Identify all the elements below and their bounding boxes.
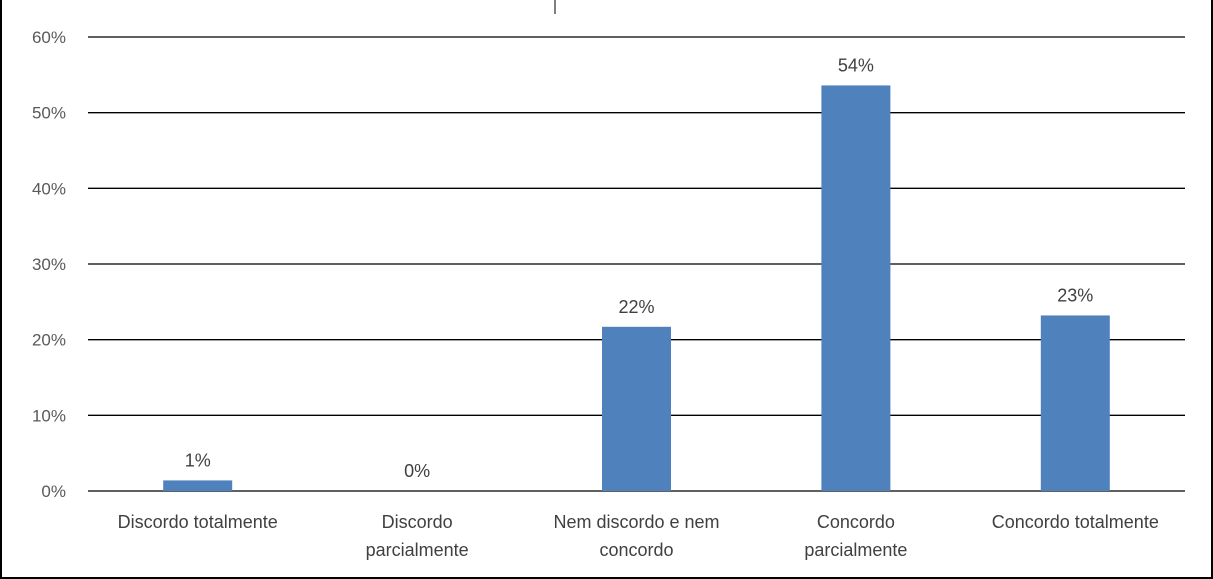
x-axis-categories: Discordo totalmente Discordo parcialmente N… (118, 512, 1159, 560)
category-label: Concordo (817, 512, 895, 532)
category-label: concordo (599, 540, 673, 560)
y-tick-label: 50% (32, 104, 66, 123)
y-tick-label: 10% (32, 406, 66, 425)
y-tick-label: 20% (32, 331, 66, 350)
bars (163, 85, 1110, 491)
data-labels: 1% 0% 22% 54% 23% (185, 55, 1094, 481)
y-tick-label: 30% (32, 255, 66, 274)
category-label: parcialmente (366, 540, 469, 560)
bar (1040, 315, 1110, 491)
data-label: 1% (185, 450, 211, 470)
category-label: Concordo totalmente (992, 512, 1159, 532)
category-label: Discordo totalmente (118, 512, 278, 532)
y-tick-label: 60% (32, 28, 66, 47)
category-label: parcialmente (804, 540, 907, 560)
data-label: 54% (838, 55, 874, 75)
data-label: 0% (404, 461, 430, 481)
data-label: 23% (1057, 285, 1093, 305)
y-tick-label: 0% (41, 482, 66, 501)
y-axis-ticks: 0% 10% 20% 30% 40% 50% 60% (32, 28, 66, 501)
bar (602, 326, 671, 491)
category-label: Nem discordo e nem (553, 512, 719, 532)
y-tick-label: 40% (32, 179, 66, 198)
bar (163, 480, 233, 491)
bar (821, 85, 891, 491)
data-label: 22% (618, 297, 654, 317)
category-label: Discordo (382, 512, 453, 532)
